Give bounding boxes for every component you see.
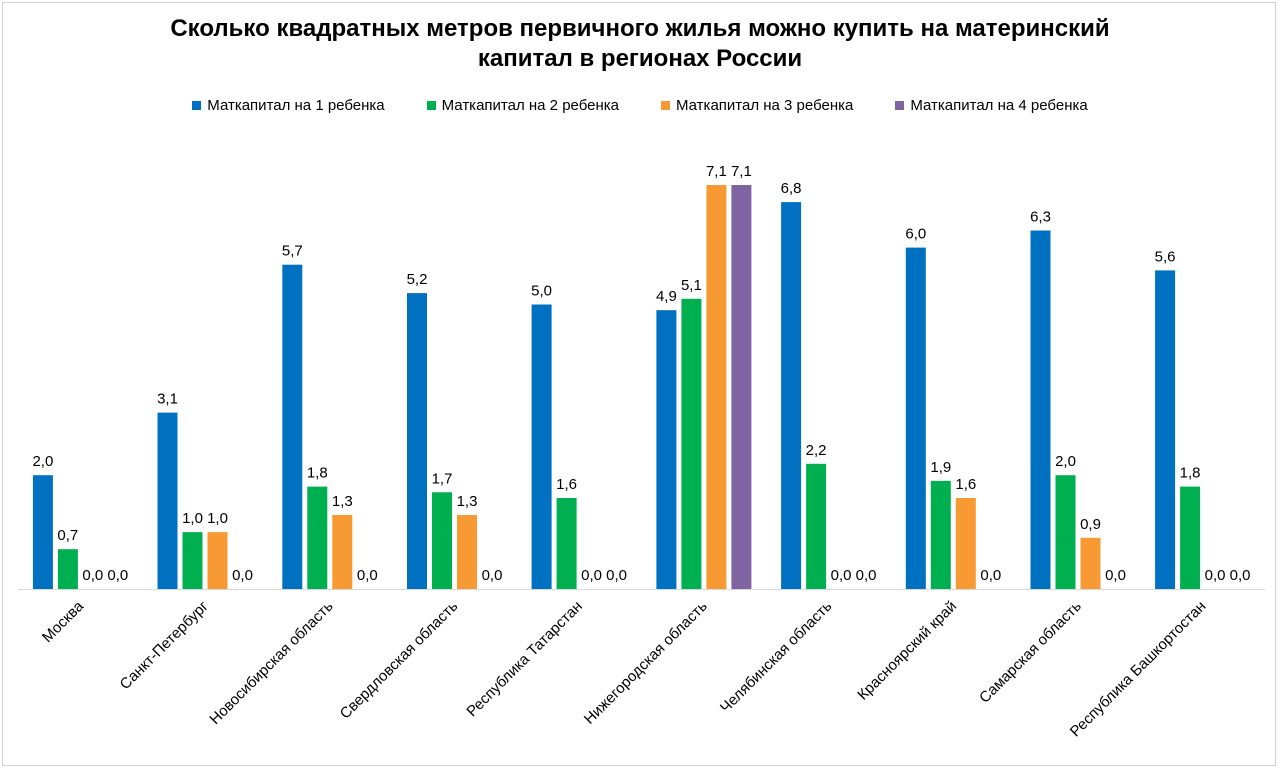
- legend-swatch-series-2: [426, 100, 436, 110]
- category-label: Новосибирская область: [206, 598, 336, 728]
- bar: [407, 293, 427, 589]
- data-label: 1,6: [556, 476, 577, 493]
- legend-label-series-1: Маткапитал на 1 ребенка: [207, 96, 385, 114]
- bar: [806, 463, 827, 589]
- data-label: 1,3: [457, 493, 478, 510]
- data-label: 1,6: [955, 476, 976, 493]
- bar: [57, 549, 78, 589]
- bar: [731, 185, 752, 589]
- bar: [307, 486, 328, 589]
- data-label: 0,0: [1105, 567, 1126, 584]
- chart-title-line-1: Сколько квадратных метров первичного жил…: [170, 15, 1110, 42]
- data-label: 6,3: [1030, 209, 1051, 226]
- bar: [556, 498, 577, 589]
- legend-swatch-series-1: [192, 100, 202, 110]
- category-label: Свердловская область: [337, 598, 462, 723]
- bar: [432, 492, 452, 589]
- data-label: 6,0: [905, 226, 926, 243]
- chart-title-line-2: капитал в регионах России: [477, 45, 803, 72]
- data-label: 2,0: [1055, 453, 1076, 470]
- data-label: 1,0: [207, 510, 228, 527]
- bar: [1080, 537, 1101, 589]
- bar: [681, 298, 702, 589]
- bar: [32, 475, 53, 589]
- data-label: 2,0: [32, 453, 53, 470]
- data-label: 0,9: [1080, 516, 1101, 533]
- category-label: Санкт-Петербург: [117, 597, 213, 693]
- data-label: 1,8: [307, 465, 328, 482]
- category-label: Москва: [39, 597, 88, 646]
- bar: [1030, 230, 1051, 589]
- category-label: Красноярский край: [854, 598, 960, 704]
- legend-label-series-3: Маткапитал на 3 ребенка: [676, 96, 854, 114]
- data-label: 1,0: [182, 510, 203, 527]
- data-label: 7,1: [731, 163, 752, 180]
- data-label: 5,2: [407, 271, 428, 288]
- data-label: 0,7: [57, 527, 78, 544]
- data-label: 1,7: [432, 470, 453, 487]
- bar: [157, 412, 178, 589]
- data-label: 0,0: [482, 567, 503, 584]
- data-label: 0,0: [1205, 567, 1226, 584]
- bar: [1180, 486, 1201, 589]
- legend-item-series-3: Маткапитал на 3 ребенка: [661, 97, 853, 114]
- data-label: 0,0: [357, 567, 378, 584]
- data-label: 0,0: [1230, 567, 1251, 584]
- bar: [1155, 270, 1176, 589]
- data-label: 2,2: [806, 442, 827, 459]
- bar: [781, 202, 802, 589]
- data-label: 5,6: [1155, 248, 1176, 265]
- data-label: 1,9: [930, 459, 951, 476]
- data-label: 7,1: [706, 163, 727, 180]
- data-label: 0,0: [980, 567, 1001, 584]
- data-label: 0,0: [831, 567, 852, 584]
- data-label: 6,8: [781, 180, 802, 197]
- bar: [207, 532, 228, 589]
- bar: [332, 515, 353, 589]
- data-label: 0,0: [82, 567, 103, 584]
- legend-label-series-4: Маткапитал на 4 ребенка: [910, 96, 1088, 114]
- legend-label-series-2: Маткапитал на 2 ребенка: [441, 96, 619, 114]
- data-label: 5,1: [681, 277, 702, 294]
- category-label: Республика Башкортостан: [1067, 598, 1210, 741]
- data-label: 0,0: [856, 567, 877, 584]
- bar: [282, 264, 303, 589]
- category-label: Челябинская область: [717, 598, 836, 717]
- data-label: 0,0: [581, 567, 602, 584]
- category-label: Самарская область: [976, 598, 1085, 707]
- bar: [955, 498, 976, 589]
- legend-swatch-series-4: [895, 100, 905, 110]
- legend-item-series-2: Маткапитал на 2 ребенка: [426, 96, 619, 114]
- data-label: 0,0: [232, 567, 253, 584]
- category-label: Нижегородская область: [581, 598, 711, 728]
- legend-swatch-series-3: [661, 100, 670, 110]
- chart-title: Сколько квадратных метров первичного жил…: [0, 14, 1280, 74]
- legend-item-series-4: Маткапитал на 4 ребенка: [895, 96, 1088, 114]
- bar: [905, 247, 926, 589]
- legend-item-series-1: Маткапитал на 1 ребенка: [192, 96, 385, 114]
- bar: [930, 480, 951, 589]
- data-label: 0,0: [606, 567, 627, 584]
- data-label: 0,0: [107, 567, 128, 584]
- data-label: 1,8: [1180, 465, 1201, 482]
- bar: [1055, 475, 1076, 589]
- data-label: 5,7: [282, 243, 303, 260]
- bar: [531, 304, 552, 589]
- bar: [706, 185, 727, 589]
- bar: [182, 532, 203, 589]
- data-label: 1,3: [332, 493, 353, 510]
- data-label: 3,1: [157, 391, 178, 408]
- category-label: Республика Татарстан: [463, 598, 585, 720]
- data-label: 5,0: [531, 283, 552, 300]
- data-label: 4,9: [656, 288, 677, 305]
- bar: [656, 310, 677, 589]
- chart-legend: Маткапитал на 1 ребенка Маткапитал на 2 …: [0, 94, 1280, 116]
- bar: [457, 515, 477, 589]
